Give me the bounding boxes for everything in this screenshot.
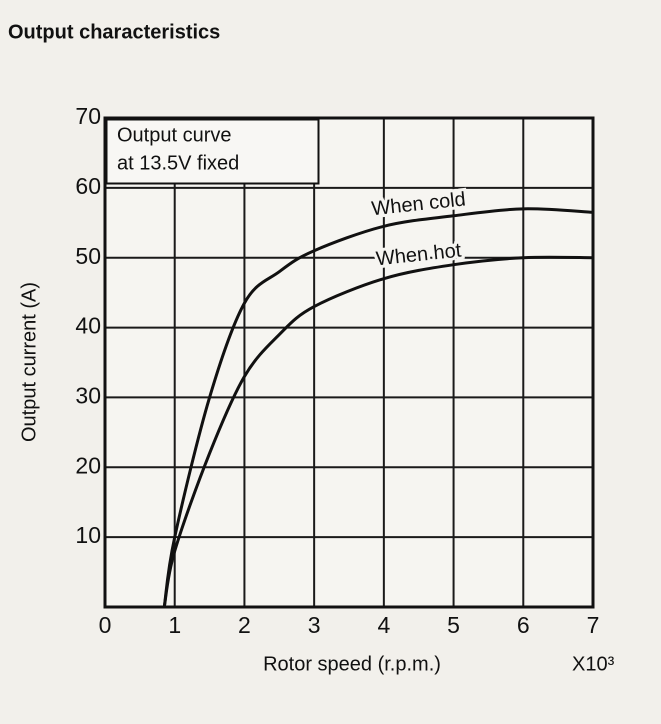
plot-frame (103, 116, 595, 609)
y-tick-label: 20 (75, 452, 101, 478)
line (162, 207, 594, 608)
y-tick-label: 40 (75, 313, 101, 339)
y-axis-label: Output current (A) (18, 282, 40, 442)
y-tick-label: 10 (75, 522, 101, 548)
x-tick-label: 2 (238, 612, 251, 638)
x-tick-label: 0 (99, 612, 112, 638)
x-tick-label: 4 (377, 612, 390, 638)
x-multiplier: X10³ (572, 653, 615, 675)
x-tick-label: 5 (447, 612, 460, 638)
line (162, 255, 594, 608)
y-tick-label: 70 (75, 103, 101, 129)
x-tick-label: 1 (168, 612, 181, 638)
x-tick-label: 3 (308, 612, 321, 638)
annotation-box (105, 118, 320, 185)
y-tick-label: 30 (75, 383, 101, 409)
plot-area (105, 118, 593, 607)
y-tick-label: 50 (75, 243, 101, 269)
y-tick-label: 60 (75, 173, 101, 199)
annotation: at 13.5V fixed (117, 152, 239, 174)
x-axis-label: Rotor speed (r.p.m.) (263, 653, 441, 675)
x-tick-label: 6 (517, 612, 530, 638)
chart-title: Output characteristics (8, 21, 220, 43)
x-tick-label: 7 (587, 612, 600, 638)
annotation: Output curve (117, 124, 232, 146)
